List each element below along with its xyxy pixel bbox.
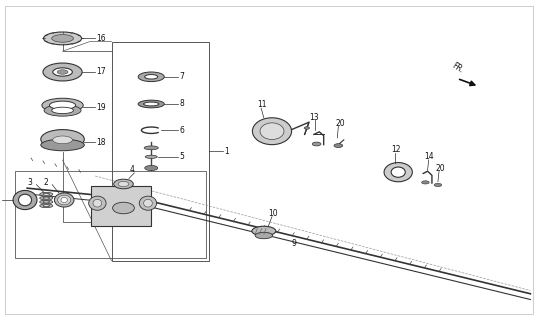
Ellipse shape bbox=[391, 167, 405, 177]
Text: 6: 6 bbox=[180, 126, 184, 135]
Ellipse shape bbox=[61, 197, 67, 203]
Ellipse shape bbox=[114, 179, 133, 189]
Text: 20: 20 bbox=[335, 119, 345, 128]
Ellipse shape bbox=[145, 155, 157, 158]
Text: 18: 18 bbox=[96, 138, 106, 147]
Text: FR.: FR. bbox=[450, 60, 465, 75]
Ellipse shape bbox=[53, 136, 72, 144]
Ellipse shape bbox=[54, 193, 74, 207]
Text: 7: 7 bbox=[180, 72, 184, 81]
Ellipse shape bbox=[41, 139, 84, 151]
Ellipse shape bbox=[145, 75, 158, 79]
Text: 14: 14 bbox=[424, 152, 434, 161]
Ellipse shape bbox=[52, 107, 73, 114]
Text: 10: 10 bbox=[268, 209, 278, 218]
Text: 4: 4 bbox=[130, 165, 135, 174]
Ellipse shape bbox=[40, 200, 53, 204]
Text: 2: 2 bbox=[43, 178, 48, 187]
Ellipse shape bbox=[42, 98, 83, 112]
Ellipse shape bbox=[58, 195, 71, 205]
Ellipse shape bbox=[252, 226, 276, 236]
Text: 20: 20 bbox=[436, 164, 446, 173]
Text: 9: 9 bbox=[291, 239, 296, 248]
Ellipse shape bbox=[138, 72, 164, 82]
Text: 19: 19 bbox=[96, 103, 106, 112]
Ellipse shape bbox=[384, 163, 412, 182]
Ellipse shape bbox=[89, 196, 106, 210]
Ellipse shape bbox=[144, 146, 158, 150]
Ellipse shape bbox=[43, 197, 50, 199]
Ellipse shape bbox=[44, 32, 82, 45]
Bar bbox=[91, 186, 151, 226]
Ellipse shape bbox=[43, 193, 50, 195]
Ellipse shape bbox=[118, 181, 129, 187]
Ellipse shape bbox=[252, 118, 292, 145]
Ellipse shape bbox=[40, 196, 53, 200]
Ellipse shape bbox=[144, 102, 159, 106]
Text: 11: 11 bbox=[257, 100, 266, 109]
Text: 12: 12 bbox=[392, 145, 401, 154]
Ellipse shape bbox=[255, 232, 273, 239]
Ellipse shape bbox=[93, 199, 102, 207]
Ellipse shape bbox=[334, 144, 343, 148]
Ellipse shape bbox=[50, 101, 76, 109]
Ellipse shape bbox=[43, 205, 50, 207]
Text: 8: 8 bbox=[180, 100, 184, 108]
Bar bbox=[15, 171, 206, 258]
Ellipse shape bbox=[260, 123, 284, 140]
Ellipse shape bbox=[434, 183, 442, 187]
Ellipse shape bbox=[57, 70, 68, 74]
Text: 13: 13 bbox=[310, 113, 319, 122]
Ellipse shape bbox=[43, 201, 50, 203]
Ellipse shape bbox=[53, 68, 72, 76]
Ellipse shape bbox=[43, 63, 82, 81]
Text: 16: 16 bbox=[96, 34, 106, 43]
Text: 1: 1 bbox=[224, 147, 229, 156]
Text: 5: 5 bbox=[180, 152, 184, 161]
Ellipse shape bbox=[18, 194, 32, 206]
Ellipse shape bbox=[144, 199, 152, 207]
Ellipse shape bbox=[40, 192, 53, 196]
Ellipse shape bbox=[44, 105, 81, 116]
Ellipse shape bbox=[422, 181, 429, 184]
Ellipse shape bbox=[41, 130, 84, 149]
Ellipse shape bbox=[52, 35, 73, 42]
Bar bbox=[112, 42, 209, 261]
Ellipse shape bbox=[113, 202, 134, 214]
Ellipse shape bbox=[13, 190, 37, 210]
Text: 3: 3 bbox=[27, 178, 32, 187]
Ellipse shape bbox=[145, 165, 158, 171]
Text: 17: 17 bbox=[96, 68, 106, 76]
Ellipse shape bbox=[138, 100, 164, 108]
Ellipse shape bbox=[312, 142, 321, 146]
Ellipse shape bbox=[40, 204, 53, 208]
Ellipse shape bbox=[304, 127, 310, 129]
Ellipse shape bbox=[139, 196, 157, 210]
